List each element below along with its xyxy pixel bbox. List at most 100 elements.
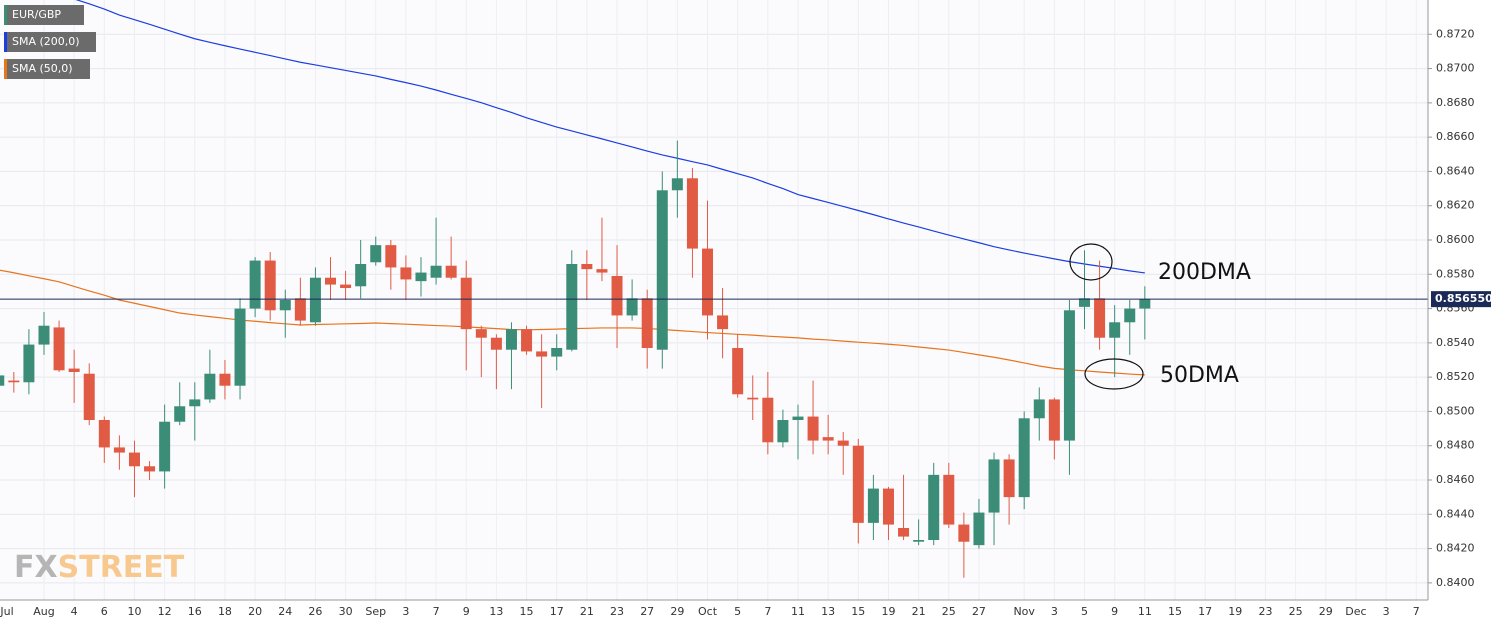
candle-body xyxy=(551,348,563,357)
candle-body xyxy=(913,540,925,542)
annotation: 200DMA xyxy=(1158,260,1251,285)
sma-line xyxy=(75,0,1145,274)
x-tick-label: 29 xyxy=(670,605,684,618)
candle-body xyxy=(355,264,367,287)
candle-body xyxy=(505,329,517,350)
plot-background xyxy=(0,0,1428,600)
candle-body xyxy=(279,300,291,311)
x-tick-label: Jul xyxy=(0,605,14,618)
y-tick-label: 0.8680 xyxy=(1436,96,1475,109)
x-tick-label: 9 xyxy=(463,605,470,618)
x-tick-label: 19 xyxy=(1228,605,1242,618)
candle-body xyxy=(1018,418,1030,498)
watermark-part: STREET xyxy=(58,550,185,585)
candle-body xyxy=(1139,299,1151,309)
candle-body xyxy=(370,245,382,263)
x-tick-label: 20 xyxy=(248,605,262,618)
candle-body xyxy=(128,452,140,467)
candle-body xyxy=(1063,310,1075,441)
candle-body xyxy=(656,190,668,350)
x-tick-label: 27 xyxy=(972,605,986,618)
candle-body xyxy=(777,420,789,443)
y-tick-label: 0.8420 xyxy=(1436,542,1475,555)
x-tick-label: 21 xyxy=(912,605,926,618)
candle-body xyxy=(415,272,427,282)
x-tick-label: 24 xyxy=(278,605,292,618)
watermark: FXSTREET xyxy=(14,550,185,585)
y-tick-label: 0.8540 xyxy=(1436,336,1475,349)
y-tick-label: 0.8580 xyxy=(1436,267,1475,280)
x-tick-label: 9 xyxy=(1111,605,1118,618)
candle-body xyxy=(340,284,352,288)
x-tick-label: 30 xyxy=(339,605,353,618)
y-tick-label: 0.8520 xyxy=(1436,370,1475,383)
candle-body xyxy=(309,277,321,323)
x-tick-label: 17 xyxy=(550,605,564,618)
candle-body xyxy=(83,373,95,420)
candle-body xyxy=(174,406,186,422)
candle-body xyxy=(747,397,759,400)
x-tick-label: 15 xyxy=(851,605,865,618)
x-tick-label: 17 xyxy=(1198,605,1212,618)
x-tick-label: 7 xyxy=(1413,605,1420,618)
candle-body xyxy=(264,260,276,311)
candle-body xyxy=(702,248,714,316)
last-price-box xyxy=(1431,291,1491,308)
x-tick-label: 12 xyxy=(158,605,172,618)
candle-body xyxy=(460,277,472,330)
x-tick-label: 18 xyxy=(218,605,232,618)
candle-body xyxy=(717,315,729,330)
candle-body xyxy=(68,368,80,372)
x-tick-label: 3 xyxy=(402,605,409,618)
y-tick-label: 0.8720 xyxy=(1436,27,1475,40)
x-tick-label: 23 xyxy=(610,605,624,618)
x-tick-label: 26 xyxy=(308,605,322,618)
candle-body xyxy=(852,445,864,523)
y-tick-label: 0.8600 xyxy=(1436,233,1475,246)
candle-body xyxy=(294,298,306,321)
x-tick-label: Aug xyxy=(33,605,54,618)
highlight-ellipse xyxy=(1069,243,1113,281)
candle-body xyxy=(1094,298,1106,338)
y-tick-label: 0.8460 xyxy=(1436,473,1475,486)
legend-label: SMA (200,0) xyxy=(12,35,80,48)
x-tick-label: 25 xyxy=(942,605,956,618)
x-tick-label: 6 xyxy=(101,605,108,618)
candle-body xyxy=(596,269,608,273)
x-tick-label: 5 xyxy=(734,605,741,618)
y-tick-label: 0.8700 xyxy=(1436,62,1475,75)
x-tick-label: 13 xyxy=(489,605,503,618)
x-tick-label: 25 xyxy=(1289,605,1303,618)
candle-body xyxy=(430,265,442,278)
candle-body xyxy=(445,265,457,278)
legend-swatch xyxy=(4,5,7,25)
plot xyxy=(0,0,1428,578)
candle-body xyxy=(641,298,653,348)
x-tick-label: Oct xyxy=(698,605,718,618)
candle-body xyxy=(38,325,50,345)
y-tick-label: 0.8400 xyxy=(1436,576,1475,589)
candle-body xyxy=(521,329,533,352)
legend-box xyxy=(4,5,84,25)
candle-body xyxy=(882,488,894,525)
candle-body xyxy=(928,474,940,540)
candle-body xyxy=(762,397,774,443)
x-tick-label: Dec xyxy=(1345,605,1366,618)
candle-body xyxy=(400,267,412,280)
y-tick-label: 0.8620 xyxy=(1436,199,1475,212)
candle-body xyxy=(626,298,638,316)
x-tick-label: 3 xyxy=(1383,605,1390,618)
candle-body xyxy=(234,308,246,386)
candle-body xyxy=(325,277,337,285)
candle-body xyxy=(219,373,231,386)
watermark-part: FX xyxy=(14,550,58,585)
candle-body xyxy=(475,329,487,338)
x-tick-label: 10 xyxy=(127,605,141,618)
candle-body xyxy=(385,245,397,268)
candle-body xyxy=(973,512,985,546)
y-tick-label: 0.8500 xyxy=(1436,404,1475,417)
candle-body xyxy=(581,264,593,270)
candle-body xyxy=(1033,399,1045,419)
candle-body xyxy=(837,440,849,446)
candle-body xyxy=(189,399,201,407)
